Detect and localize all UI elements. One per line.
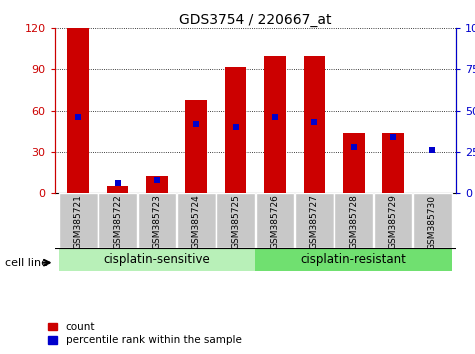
Bar [225, 67, 247, 193]
Bar [304, 56, 325, 193]
Text: GSM385725: GSM385725 [231, 195, 240, 250]
Text: GSM385728: GSM385728 [349, 195, 358, 250]
Bar [256, 248, 452, 271]
Bar [343, 133, 364, 193]
Text: GSM385726: GSM385726 [270, 195, 279, 250]
Bar [295, 193, 333, 248]
Bar [264, 56, 286, 193]
Text: GSM385723: GSM385723 [152, 195, 162, 250]
Bar [185, 100, 207, 193]
Text: GSM385727: GSM385727 [310, 195, 319, 250]
Bar [107, 186, 128, 193]
Legend: count, percentile rank within the sample: count, percentile rank within the sample [48, 322, 242, 345]
Text: GSM385729: GSM385729 [389, 195, 398, 250]
Text: cisplatin-resistant: cisplatin-resistant [301, 253, 407, 266]
Bar [413, 193, 452, 248]
Text: GSM385724: GSM385724 [192, 195, 201, 249]
Bar [58, 248, 256, 271]
Bar [177, 193, 216, 248]
Bar [374, 193, 412, 248]
Bar [256, 193, 294, 248]
Text: GSM385730: GSM385730 [428, 195, 437, 250]
Text: cell line: cell line [5, 258, 48, 268]
Bar [98, 193, 137, 248]
Bar [382, 133, 404, 193]
Text: GSM385722: GSM385722 [113, 195, 122, 249]
Title: GDS3754 / 220667_at: GDS3754 / 220667_at [179, 13, 332, 27]
Text: cisplatin-sensitive: cisplatin-sensitive [104, 253, 210, 266]
Bar [216, 193, 255, 248]
Bar [67, 28, 89, 193]
Bar [59, 193, 97, 248]
Text: GSM385721: GSM385721 [74, 195, 83, 250]
Bar [138, 193, 176, 248]
Bar [146, 177, 168, 193]
Bar [334, 193, 373, 248]
